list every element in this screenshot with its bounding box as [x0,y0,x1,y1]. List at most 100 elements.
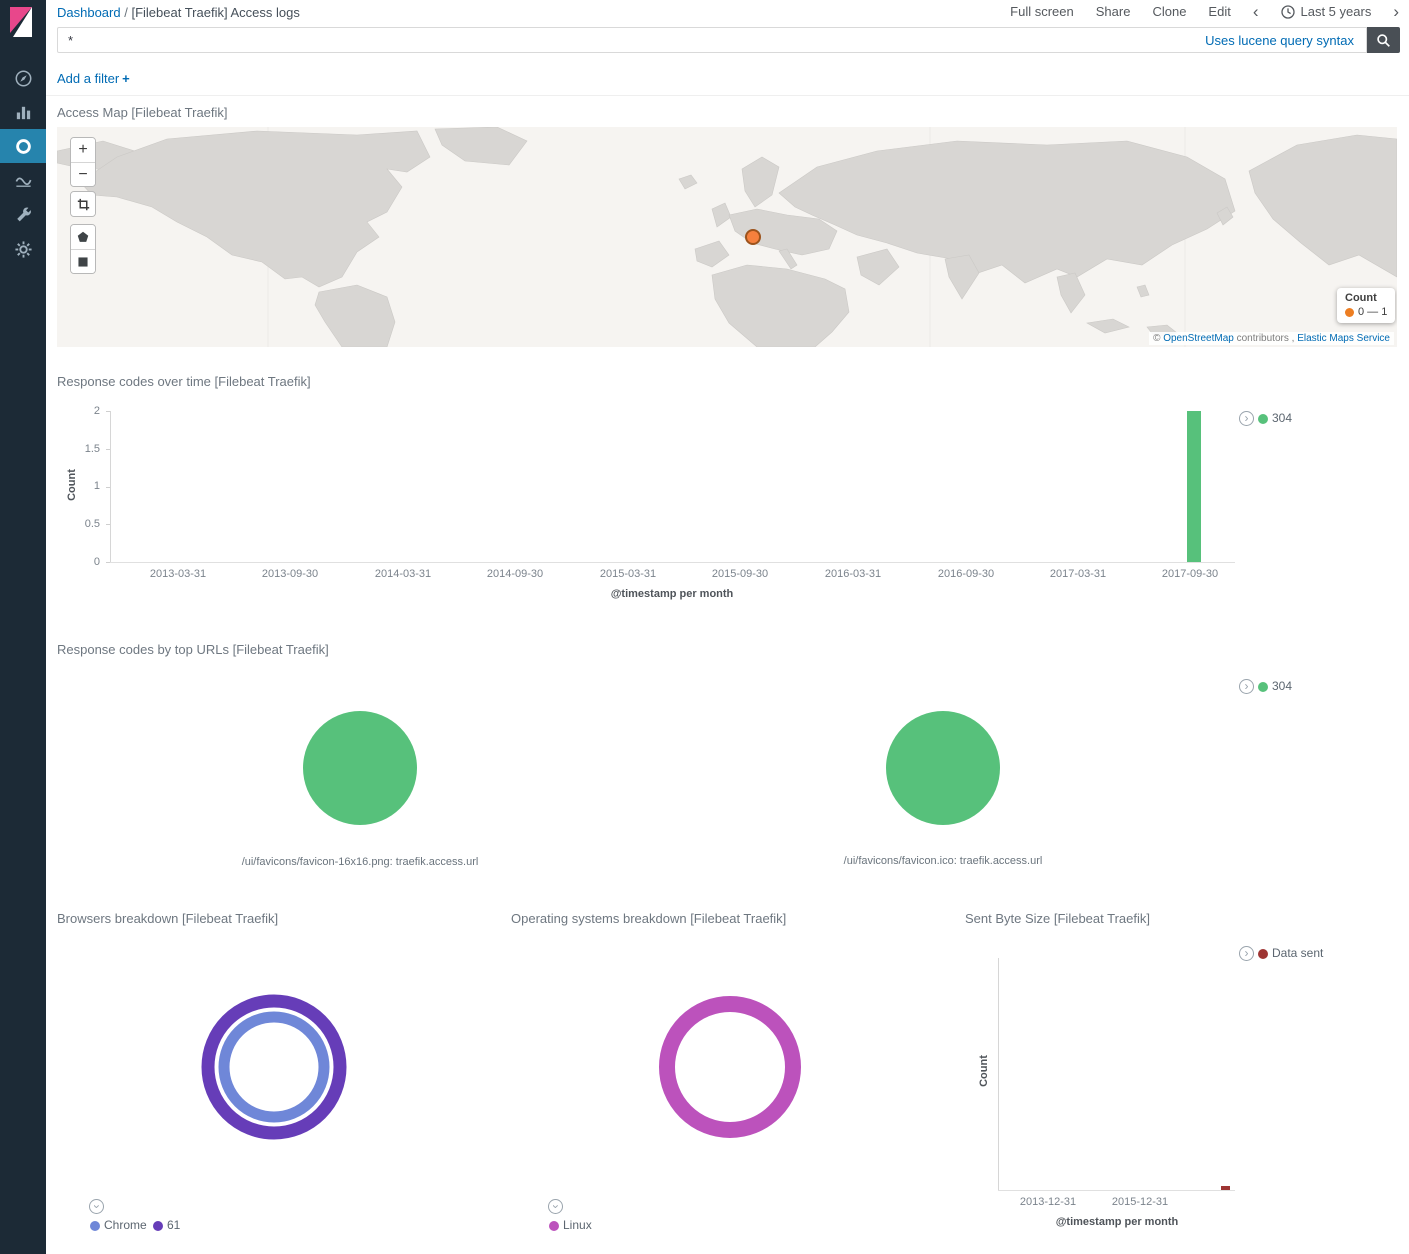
x-tick: 2015-12-31 [1111,1196,1169,1208]
breadcrumb-dashboard-link[interactable]: Dashboard [57,5,121,20]
y-tickmark [106,449,110,450]
response-over-time-panel-title: Response codes over time [Filebeat Traef… [57,374,311,389]
top-urls-panel-title: Response codes by top URLs [Filebeat Tra… [57,642,329,657]
access-map-canvas[interactable]: + − Count 0 — 1 © OpenStreetMap co [57,127,1397,347]
y-tick: 1 [93,480,100,492]
os-panel-title: Operating systems breakdown [Filebeat Tr… [511,911,787,926]
dashboard-icon [15,138,31,154]
legend-item-data-sent[interactable]: Data sent [1272,946,1324,960]
x-axis-title: @timestamp per month [1055,1216,1179,1228]
breadcrumb: Dashboard / [Filebeat Traefik] Access lo… [57,5,300,20]
header-divider [46,95,1409,96]
timelion-icon [15,177,31,187]
global-nav-sidebar [0,0,46,1254]
legend-item-304[interactable]: 304 [1272,411,1293,425]
legend-item-chrome[interactable]: Chrome [104,1218,147,1232]
search-button[interactable] [1367,27,1400,53]
pie-chart-favicon16[interactable] [303,711,417,825]
time-range-label: Last 5 years [1300,4,1372,19]
lucene-syntax-link[interactable]: Uses lucene query syntax [1205,33,1354,48]
y-tickmark [106,524,110,525]
legend-item-61[interactable]: 61 [167,1218,181,1232]
legend-toggle-chevron-icon[interactable]: › [89,1199,104,1214]
sidebar-item-timelion[interactable] [0,163,46,197]
crop-icon [77,198,89,210]
draw-rectangle-button[interactable] [71,249,95,273]
full-screen-button[interactable]: Full screen [1010,4,1074,19]
y-tick: 1.5 [84,443,100,455]
clock-icon [1280,4,1295,19]
sidebar-item-management[interactable] [0,232,46,266]
pie-caption-favicon16: /ui/favicons/favicon-16x16.png: traefik.… [241,856,479,868]
search-query-input[interactable] [57,27,1367,53]
browsers-panel-title: Browsers breakdown [Filebeat Traefik] [57,911,279,926]
plus-icon: + [122,71,130,86]
elastic-maps-link[interactable]: Elastic Maps Service [1297,333,1390,344]
add-filter-button[interactable]: Add a filter + [57,71,130,86]
sidebar-item-discover[interactable] [0,61,46,95]
clone-button[interactable]: Clone [1152,4,1187,19]
bar-chart-icon [16,106,30,119]
legend-toggle-chevron-icon[interactable]: › [1239,411,1254,426]
donut-ring-version-61[interactable] [201,994,347,1140]
edit-button[interactable]: Edit [1208,4,1231,19]
y-tickmark [106,411,110,412]
zoom-in-button[interactable]: + [71,138,95,162]
x-tick: 2014-03-31 [374,568,432,580]
zoom-controls: + − [70,137,96,187]
pie-slice-304[interactable] [303,711,417,825]
legend-swatch-data-sent [1258,949,1268,959]
sidebar-item-dashboard[interactable] [0,129,46,163]
browsers-donut-chart[interactable] [199,992,349,1142]
x-tick: 2017-03-31 [1049,568,1107,580]
map-attribution: © OpenStreetMap contributors , Elastic M… [1149,332,1394,345]
x-tick: 2013-09-30 [261,568,319,580]
top-bar: Dashboard / [Filebeat Traefik] Access lo… [46,0,1409,26]
x-tick: 2014-09-30 [486,568,544,580]
time-forward-button[interactable]: › [1393,1,1399,21]
y-tickmark [106,562,110,563]
legend-swatch-linux [549,1221,559,1231]
zoom-out-button[interactable]: − [71,162,95,186]
access-map-panel-title: Access Map [Filebeat Traefik] [57,105,228,120]
legend-toggle-chevron-icon[interactable]: › [1239,679,1254,694]
openstreetmap-link[interactable]: OpenStreetMap [1163,333,1234,344]
sidebar-item-visualize[interactable] [0,95,46,129]
bar-304-2017-09[interactable] [1187,411,1201,562]
share-button[interactable]: Share [1095,4,1131,19]
legend-item-304[interactable]: 304 [1272,679,1293,693]
legend-item-linux[interactable]: Linux [563,1218,592,1232]
time-picker-button[interactable]: Last 5 years [1280,4,1372,19]
kibana-logo[interactable] [8,7,38,37]
fit-data-bounds-button[interactable] [71,192,95,216]
y-axis-line [110,411,111,562]
x-tick: 2017-09-30 [1161,568,1219,580]
x-tick: 2016-09-30 [937,568,995,580]
legend-swatch-304 [1258,414,1268,424]
bytes-panel-title: Sent Byte Size [Filebeat Traefik] [965,911,1150,926]
map-legend: Count 0 — 1 [1337,288,1396,323]
data-sent-line-segment[interactable] [1221,1186,1230,1190]
donut-ring-linux[interactable] [659,996,801,1138]
pie-slice-304[interactable] [886,711,1000,825]
time-back-button[interactable]: ‹ [1252,1,1259,21]
sidebar-item-dev-tools[interactable] [0,197,46,231]
y-tick: 2 [93,405,100,417]
draw-polygon-button[interactable] [71,225,95,249]
geo-point-marker[interactable] [745,229,761,245]
legend-swatch-304 [1258,682,1268,692]
os-donut-chart[interactable] [655,992,805,1142]
x-tick: 2013-12-31 [1019,1196,1077,1208]
x-tick: 2013-03-31 [149,568,207,580]
pie-chart-favicon-ico[interactable] [886,711,1000,825]
map-legend-range: 0 — 1 [1358,306,1388,318]
polygon-icon [77,231,89,242]
world-map [57,127,1397,347]
pie-caption-favicon-ico: /ui/favicons/favicon.ico: traefik.access… [843,855,1043,867]
top-actions: Full screen Share Clone Edit ‹ Last 5 ye… [1010,1,1399,21]
legend-toggle-chevron-icon[interactable]: › [1239,946,1254,961]
x-axis-line [110,562,1235,563]
donut-ring-chrome[interactable] [218,1011,330,1123]
legend-toggle-chevron-icon[interactable]: › [548,1199,563,1214]
